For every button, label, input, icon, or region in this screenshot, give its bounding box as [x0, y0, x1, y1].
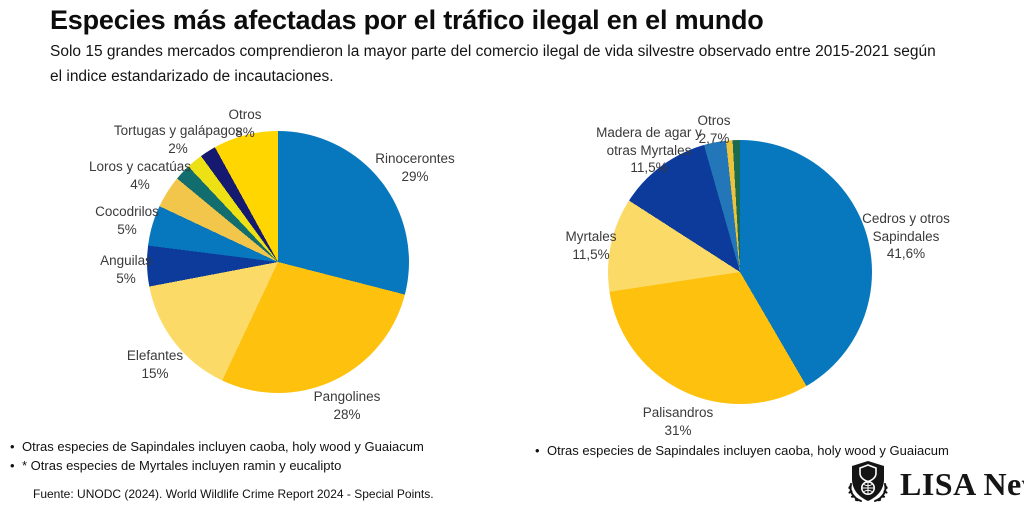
- footnotes-right: Otras especies de Sapindales incluyen ca…: [533, 441, 949, 460]
- pie2-label-madera-agar: Madera de agar y otras Myrtales 11,5%: [596, 125, 702, 176]
- source-line: Fuente: UNODC (2024). World Wildlife Cri…: [33, 487, 434, 501]
- lisa-news-logo: LISA News: [843, 460, 1024, 509]
- pie1-label-otros: Otros 8%: [228, 107, 262, 140]
- pie2-label-palisandros: Palisandros 31%: [642, 405, 714, 438]
- pie1-label-elefantes: Elefantes 15%: [126, 348, 184, 381]
- pie1-label-tortugas: Tortugas y galápagos 2%: [113, 123, 243, 156]
- shield-laurel-icon: [843, 460, 893, 509]
- page-title: Especies más afectadas por el tráfico il…: [50, 5, 764, 35]
- pie-chart-plant-species: [608, 140, 872, 404]
- footnote-sapindales: Otras especies de Sapindales incluyen ca…: [8, 437, 424, 456]
- pie2-label-cedros: Cedros y otros Sapindales 41,6%: [862, 211, 950, 262]
- logo-text: LISA News: [900, 466, 1024, 502]
- page-subtitle: Solo 15 grandes mercados comprendieron l…: [50, 43, 936, 85]
- pie1-label-anguilas: Anguilas 5%: [100, 253, 152, 286]
- footnotes-left: Otras especies de Sapindales incluyen ca…: [8, 437, 424, 475]
- pie1-label-rinocerontes: Rinocerontes 29%: [375, 151, 455, 184]
- pie2-label-myrtales: Myrtales 11,5%: [565, 229, 617, 262]
- footnote-myrtales: * Otras especies de Myrtales incluyen ra…: [8, 456, 424, 475]
- pie-chart-animal-species: [147, 131, 409, 393]
- pie1-label-pangolines: Pangolines 28%: [313, 389, 381, 422]
- pie1-label-loros: Loros y cacatúas 4%: [88, 159, 192, 192]
- pie2-label-otros: Otros 2,7%: [697, 113, 731, 146]
- pie1-label-cocodrilos: Cocodrilos 5%: [95, 204, 159, 237]
- footnote-sapindales-right: Otras especies de Sapindales incluyen ca…: [533, 441, 949, 460]
